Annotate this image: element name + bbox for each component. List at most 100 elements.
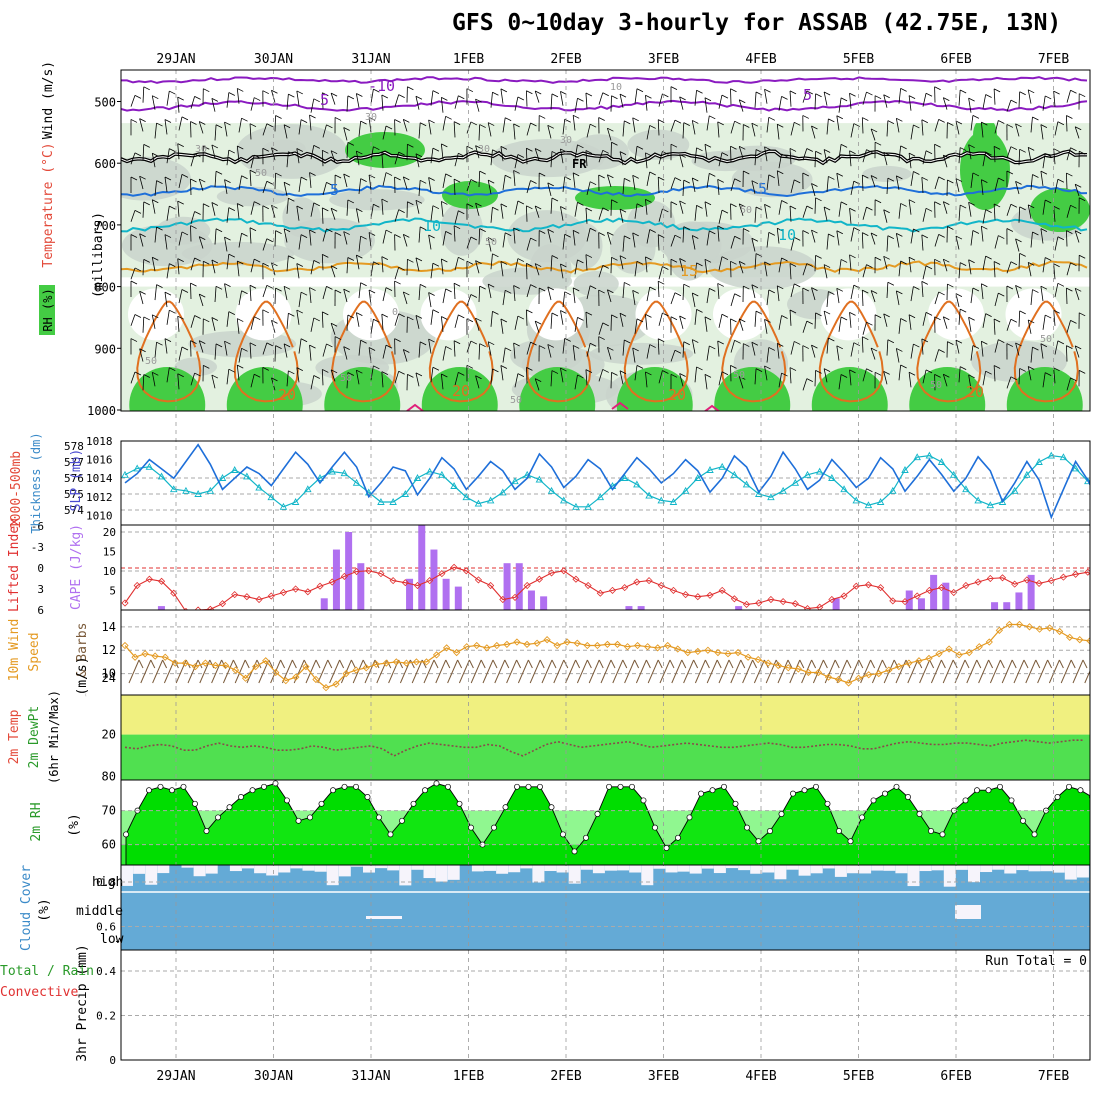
cloud-clear [508,865,521,873]
wind-speed-point [714,648,722,657]
wind-barb [164,176,168,193]
wind-barb [811,125,816,139]
wind-barb [562,338,566,354]
wind-barb-flag [254,154,261,159]
wind-barb-flag [347,142,355,146]
wind-barb [1006,261,1012,274]
contour-orange-20 [1013,300,1079,403]
wind-barb [850,285,855,300]
wind-barb [826,337,829,354]
wind-barb-flag [296,367,303,371]
wind-barb-flag [283,285,291,290]
wind-barb-flag [356,254,363,259]
cloud-clear [471,865,484,872]
lifted-index-point [535,575,543,583]
wind-barb-flag [836,287,843,292]
wind-barb-flag [271,89,278,94]
wind-barb [670,235,676,247]
cloud-clear [375,865,388,869]
wind-barb-flag [373,365,380,370]
cloud-clear [423,865,436,879]
wind-barb [645,314,648,330]
wind-barb-flag [670,373,678,378]
wind-barb-flag [649,171,656,176]
wind-barb-flag [139,348,146,353]
date-label-top: 2FEB [550,52,581,67]
wind-barb-flag [636,318,644,323]
cloud-clear [133,865,146,874]
wind-barb-flag [334,289,342,294]
wind-barb-flag [415,372,423,377]
wind-barb [343,173,348,188]
wind-barb-flag [177,96,184,101]
wind-barb [776,285,780,302]
wind-barb [704,259,708,275]
wind-speed-line [124,623,1090,689]
wind-barb-flag [900,260,907,265]
wind-barb [955,235,960,250]
lifted-index-point [340,572,348,580]
rh-point [318,800,325,807]
wind-barb-flag [717,340,724,345]
wind-barb [560,91,564,106]
wind-barb [502,347,506,363]
wind-barb-flag [943,97,950,101]
wind-barb [526,309,528,326]
wind-barb-flag [237,260,244,265]
contour-label-orange20: 20 [668,386,686,404]
wind-barb-flag [585,150,593,154]
wind-barb [381,314,384,330]
wind-barb-flag [130,338,138,342]
wind-barb [177,258,180,275]
wind-barb-flag [1019,253,1026,257]
wind-10m-barb-flag [315,659,321,669]
wind-barb [1054,179,1059,194]
wind-barb [466,121,472,134]
lifted-index-point [986,574,994,583]
wind-barb-flag [152,256,159,261]
wind-barb [942,316,948,329]
wind-barb-flag [913,343,920,348]
wind-speed-point [382,659,390,667]
thickness-point [1047,451,1056,459]
wind-barb-flag [368,289,376,294]
wind-barb-flag [674,349,682,354]
wind-barb [585,150,588,167]
wind-speed-point [312,675,320,684]
wind-barb [454,95,459,109]
contour-label-rh: 50 [485,237,497,248]
rh-point [146,787,152,794]
axis-label-cloud-units: (%) [37,898,52,921]
wind-barb [955,340,960,354]
wind-barb [321,369,324,386]
wind-barb-flag [683,283,690,288]
wind-barb [560,148,564,164]
precip-tick: 0 [109,1054,116,1067]
wind-speed-point [945,645,953,653]
thickness-point [730,470,739,478]
wind-barb-flag [475,260,482,265]
wind-barb [826,118,829,135]
wind-barb [934,119,940,132]
wind-barb [670,350,676,362]
wind-barb-flag [458,95,465,100]
wind-barb [526,263,528,280]
rh-point [341,783,348,790]
thickness-point [401,490,410,497]
wind-barb-flag [981,121,988,126]
wind-barb [585,312,588,328]
wind-barb-flag [572,172,580,177]
cloud-clear [750,865,763,874]
wind-speed-point [372,660,380,668]
wind-barb-flag [415,95,423,100]
wind-barb [572,172,576,189]
wind-barb-flag [211,98,219,102]
wind-speed-point [513,638,521,646]
wind-barb-flag [619,93,627,98]
wind-barb [751,284,756,299]
wind-barb-flag [789,309,797,314]
wind-barb [428,338,432,354]
date-label-top: 4FEB [745,52,776,67]
wind-barb-flag [134,94,142,99]
thickness-point [389,498,397,505]
